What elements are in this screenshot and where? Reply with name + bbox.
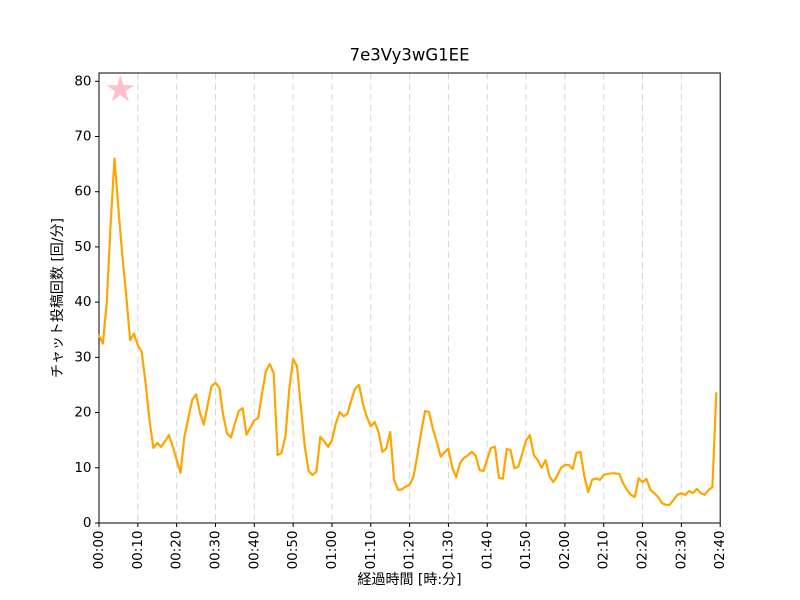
y-tick-labels: 0 10 20 30 40 50 60 70 80 xyxy=(74,73,91,531)
x-tick-label: 00:30 xyxy=(207,531,223,570)
x-tick-label: 01:30 xyxy=(440,531,456,570)
x-tick-label: 01:40 xyxy=(479,531,495,570)
y-tick-label: 60 xyxy=(74,184,91,200)
star-marker xyxy=(106,75,135,102)
x-tick-label: 01:50 xyxy=(518,531,534,570)
x-tick-labels: 00:00 00:10 00:20 00:30 00:40 00:50 01:00 01:10… xyxy=(91,531,728,570)
x-tick-label: 00:50 xyxy=(285,531,301,570)
x-tick-label: 02:40 xyxy=(712,531,728,570)
x-tick-label: 00:10 xyxy=(130,531,146,570)
x-tick-label: 01:00 xyxy=(324,531,340,570)
y-tick-label: 50 xyxy=(74,239,91,255)
x-tick-label: 02:20 xyxy=(635,531,651,570)
chat-rate-line-series xyxy=(97,157,718,506)
y-tick-label: 80 xyxy=(74,73,91,89)
x-axis-label: 経過時間 [時:分] xyxy=(357,572,461,588)
gridlines xyxy=(137,73,682,523)
y-tick-label: 0 xyxy=(83,515,92,531)
y-tick-label: 70 xyxy=(74,128,91,144)
x-tick-label: 02:00 xyxy=(557,531,573,570)
y-tick-label: 30 xyxy=(74,349,91,365)
x-tick-label: 01:10 xyxy=(363,531,379,570)
y-axis-label: チャット投稿回数 [回/分] xyxy=(50,218,66,378)
x-tick-label: 01:20 xyxy=(402,531,418,570)
y-tick-label: 10 xyxy=(74,460,91,476)
x-tick-label: 02:10 xyxy=(596,531,612,570)
x-tick-label: 00:00 xyxy=(91,531,107,570)
y-tick-label: 40 xyxy=(74,294,91,310)
axes xyxy=(95,72,721,527)
chart-title: 7e3Vy3wG1EE xyxy=(350,46,470,65)
x-tick-label: 02:30 xyxy=(673,531,689,570)
x-tick-label: 00:20 xyxy=(169,531,185,570)
y-tick-label: 20 xyxy=(74,405,91,421)
x-tick-label: 00:40 xyxy=(246,531,262,570)
